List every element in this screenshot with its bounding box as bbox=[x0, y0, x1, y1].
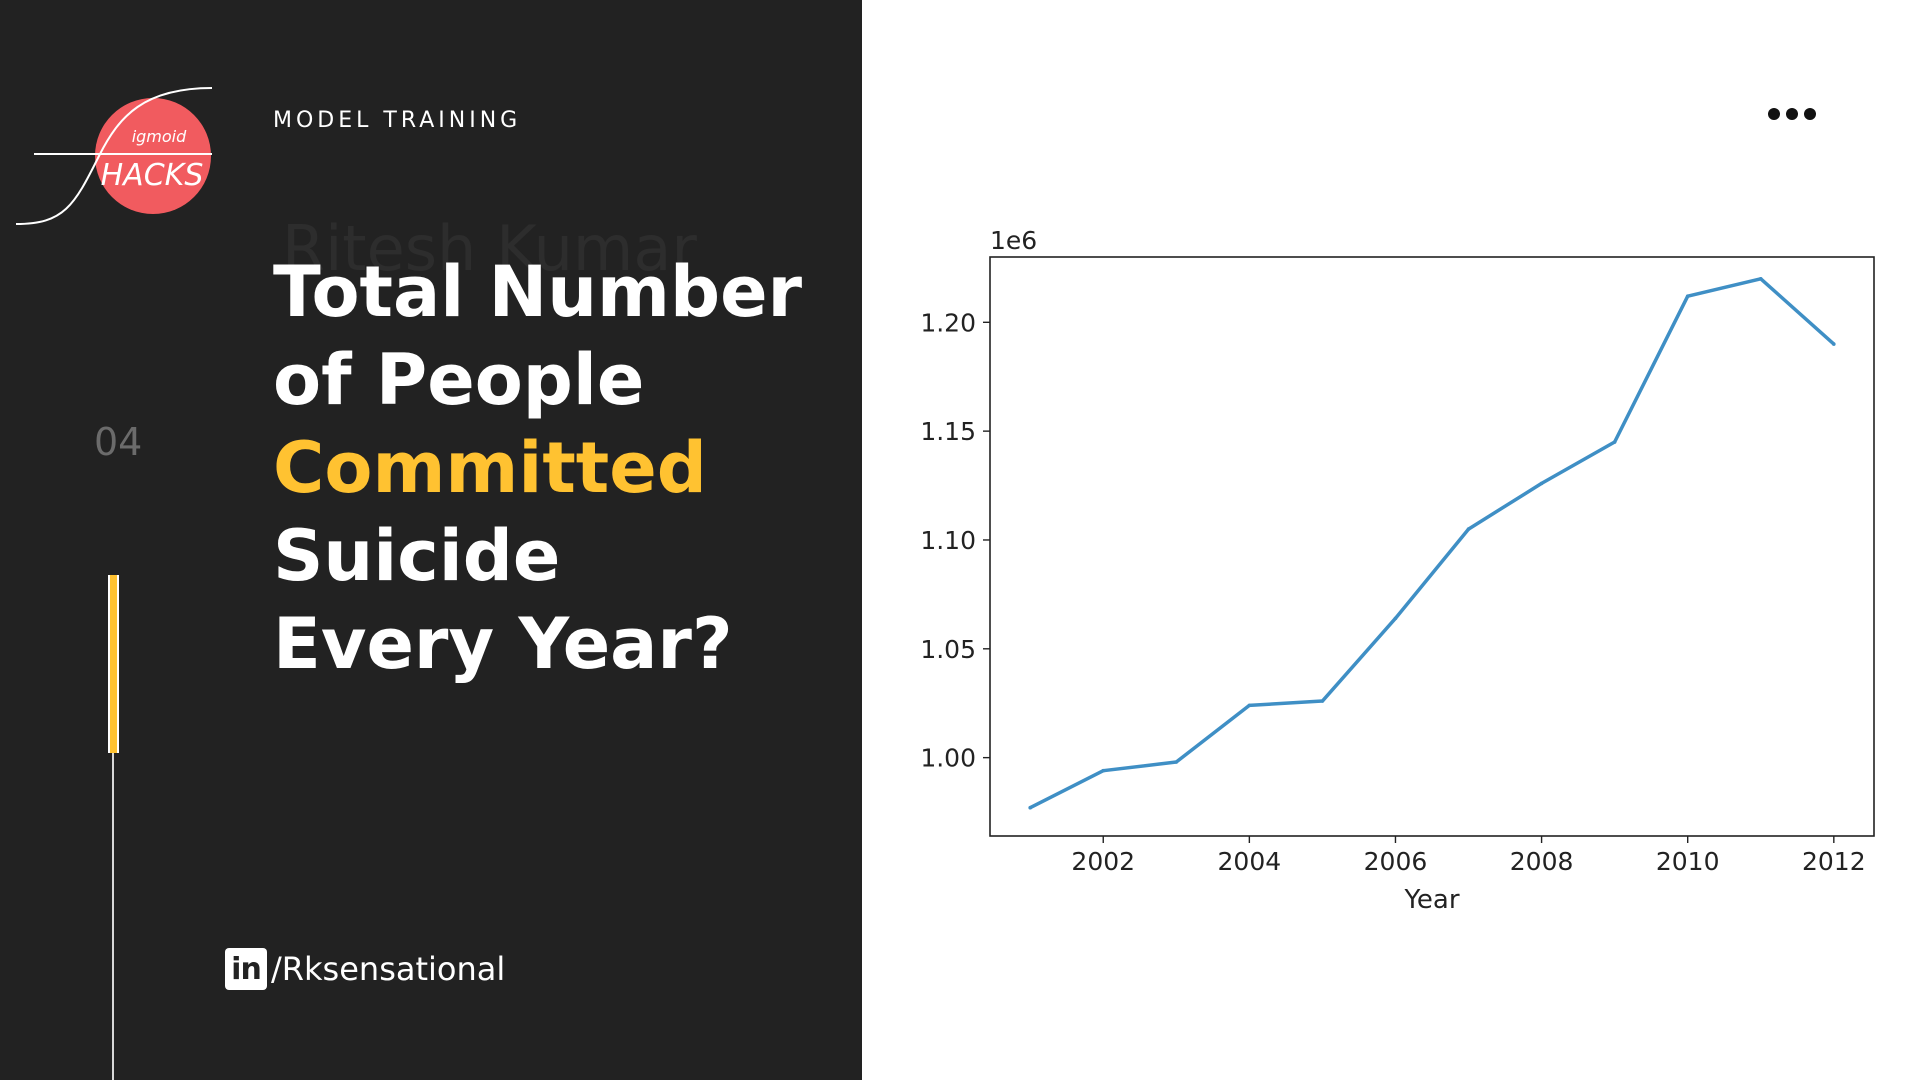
plot-frame bbox=[989, 256, 1875, 837]
x-tick-label: 2012 bbox=[1802, 847, 1866, 876]
x-tick-label: 2004 bbox=[1218, 847, 1282, 876]
data-point bbox=[1685, 294, 1690, 298]
data-point bbox=[1758, 276, 1763, 281]
more-options-icon[interactable] bbox=[1768, 102, 1816, 126]
y-tick-label: 1.15 bbox=[920, 417, 976, 446]
line-chart: 2002 2004 2006 2008 2010 2012 1.00 1.05 1.10 1.15… bbox=[920, 226, 1875, 915]
y-tick-label: 1.20 bbox=[920, 308, 976, 337]
data-point bbox=[1612, 440, 1617, 444]
data-point bbox=[1539, 481, 1544, 486]
x-tick-label: 2010 bbox=[1656, 847, 1720, 876]
x-tick-label: 2008 bbox=[1510, 847, 1574, 876]
y-offset-label: 1e6 bbox=[990, 226, 1037, 255]
headline-line-3-highlight: Committed bbox=[273, 427, 707, 509]
logo-text-top: igmoid bbox=[132, 127, 187, 146]
ghost-author-name: Ritesh Kumar bbox=[282, 212, 697, 285]
x-axis-label: Year bbox=[1403, 885, 1459, 915]
headline-line-1: Total Number bbox=[273, 251, 803, 333]
logo-curve bbox=[15, 87, 213, 225]
series-line bbox=[1029, 277, 1835, 810]
data-point bbox=[1393, 616, 1398, 621]
sigmoid-hacks-logo: igmoid HACKS bbox=[15, 87, 213, 225]
y-tick-label: 1.05 bbox=[920, 635, 976, 664]
x-tick-label: 2002 bbox=[1071, 847, 1135, 876]
y-tick-label: 1.00 bbox=[920, 744, 976, 773]
logo-text-bottom: HACKS bbox=[101, 158, 204, 193]
headline-line-2: of People bbox=[273, 339, 645, 421]
linkedin-handle: /Rksensational bbox=[271, 950, 506, 988]
section-label: MODEL TRAINING bbox=[273, 108, 522, 133]
data-point bbox=[1832, 342, 1836, 346]
slide-number: 04 bbox=[94, 420, 143, 464]
logo-circle bbox=[95, 98, 211, 214]
linkedin-icon: in bbox=[225, 948, 267, 990]
y-tick-label: 1.10 bbox=[920, 526, 976, 555]
headline-line-4: Suicide bbox=[273, 515, 561, 597]
data-point bbox=[1247, 703, 1252, 708]
progress-indicator bbox=[108, 575, 119, 753]
data-point bbox=[1101, 768, 1106, 773]
data-point bbox=[1028, 805, 1032, 810]
data-point bbox=[1466, 527, 1471, 531]
data-point bbox=[1320, 699, 1325, 703]
headline-line-5: Every Year? bbox=[273, 603, 733, 685]
linkedin-link[interactable]: in /Rksensational bbox=[225, 948, 505, 990]
data-point bbox=[1174, 760, 1179, 764]
headline: Total Number of People Committed Suicide… bbox=[273, 248, 853, 688]
x-tick-label: 2006 bbox=[1364, 847, 1428, 876]
progress-line bbox=[112, 575, 114, 1080]
left-panel: igmoid HACKS MODEL TRAINING Ritesh Kumar… bbox=[0, 0, 862, 1080]
